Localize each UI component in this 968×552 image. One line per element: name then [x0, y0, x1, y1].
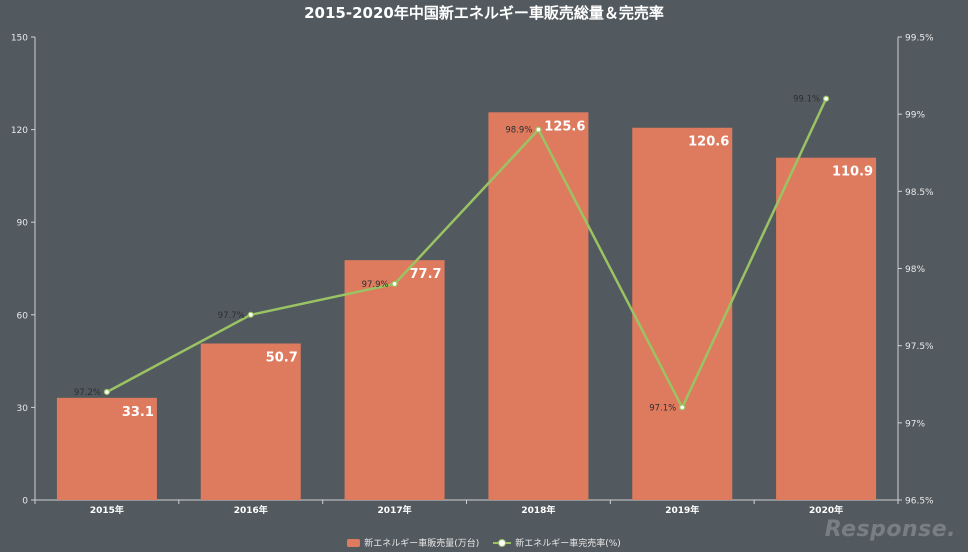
y-left-tick-label: 150 — [11, 34, 28, 44]
y-right-tick-label: 97% — [905, 419, 925, 429]
rate-point — [247, 311, 254, 318]
rate-value-label: 99.1% — [793, 95, 820, 105]
y-left-tick-label: 30 — [17, 404, 29, 414]
x-tick-label: 2016年 — [234, 504, 268, 516]
x-tick-label: 2017年 — [378, 504, 412, 516]
bar — [344, 260, 445, 500]
rate-value-label: 97.1% — [649, 403, 676, 413]
rate-line — [106, 98, 828, 411]
rate-value-label: 97.2% — [74, 388, 101, 398]
bar — [200, 343, 301, 500]
y-right-tick-label: 97.5% — [905, 342, 934, 352]
rate-point — [822, 95, 830, 102]
rate-point — [679, 404, 686, 411]
bar-value-label: 77.7 — [410, 267, 442, 282]
bar — [776, 157, 877, 500]
bar-value-label: 125.6 — [544, 119, 585, 134]
legend-bar-swatch — [347, 538, 361, 547]
rate-point — [103, 388, 111, 396]
y-left-tick-label: 90 — [17, 219, 29, 229]
bar-value-label: 120.6 — [688, 135, 729, 150]
legend-label-rate: 新エネルギー車完売率(%) — [515, 539, 621, 549]
y-left-tick-label: 60 — [17, 311, 29, 321]
bar — [488, 112, 589, 500]
chart-title: 2015-2020年中国新エネルギー車販売総量＆完売率 — [304, 4, 664, 22]
x-tick-label: 2018年 — [521, 504, 555, 516]
bar — [632, 127, 733, 501]
y-left-tick-label: 120 — [11, 126, 28, 136]
bar-value-label: 110.9 — [832, 165, 873, 180]
y-right-tick-label: 96.5% — [905, 497, 934, 507]
bar-value-label: 50.7 — [266, 351, 298, 366]
legend-label-sales: 新エネルギー車販売量(万台) — [364, 539, 480, 549]
x-tick-label: 2019年 — [665, 504, 699, 516]
rate-value-label: 97.7% — [218, 311, 245, 321]
legend-item-rate[interactable]: 新エネルギー車完売率(%) — [493, 536, 621, 549]
legend: 新エネルギー車販売量(万台) 新エネルギー車完売率(%) — [0, 536, 968, 549]
watermark-logo: Response. — [824, 517, 956, 542]
legend-item-sales[interactable]: 新エネルギー車販売量(万台) — [347, 536, 479, 549]
y-right-tick-label: 99.5% — [905, 34, 934, 44]
legend-line-swatch — [493, 538, 512, 547]
x-tick-label: 2015年 — [90, 504, 124, 516]
bar — [56, 397, 157, 500]
y-right-tick-label: 98.5% — [905, 188, 934, 198]
bar-value-label: 33.1 — [122, 405, 154, 420]
y-right-tick-label: 98% — [905, 265, 925, 275]
x-tick-label: 2020年 — [809, 504, 843, 516]
y-left-tick-label: 0 — [22, 497, 28, 507]
y-right-tick-label: 99% — [905, 111, 925, 121]
rate-point — [391, 280, 398, 288]
rate-value-label: 97.9% — [362, 280, 389, 290]
rate-point — [535, 126, 542, 133]
rate-value-label: 98.9% — [505, 126, 532, 136]
